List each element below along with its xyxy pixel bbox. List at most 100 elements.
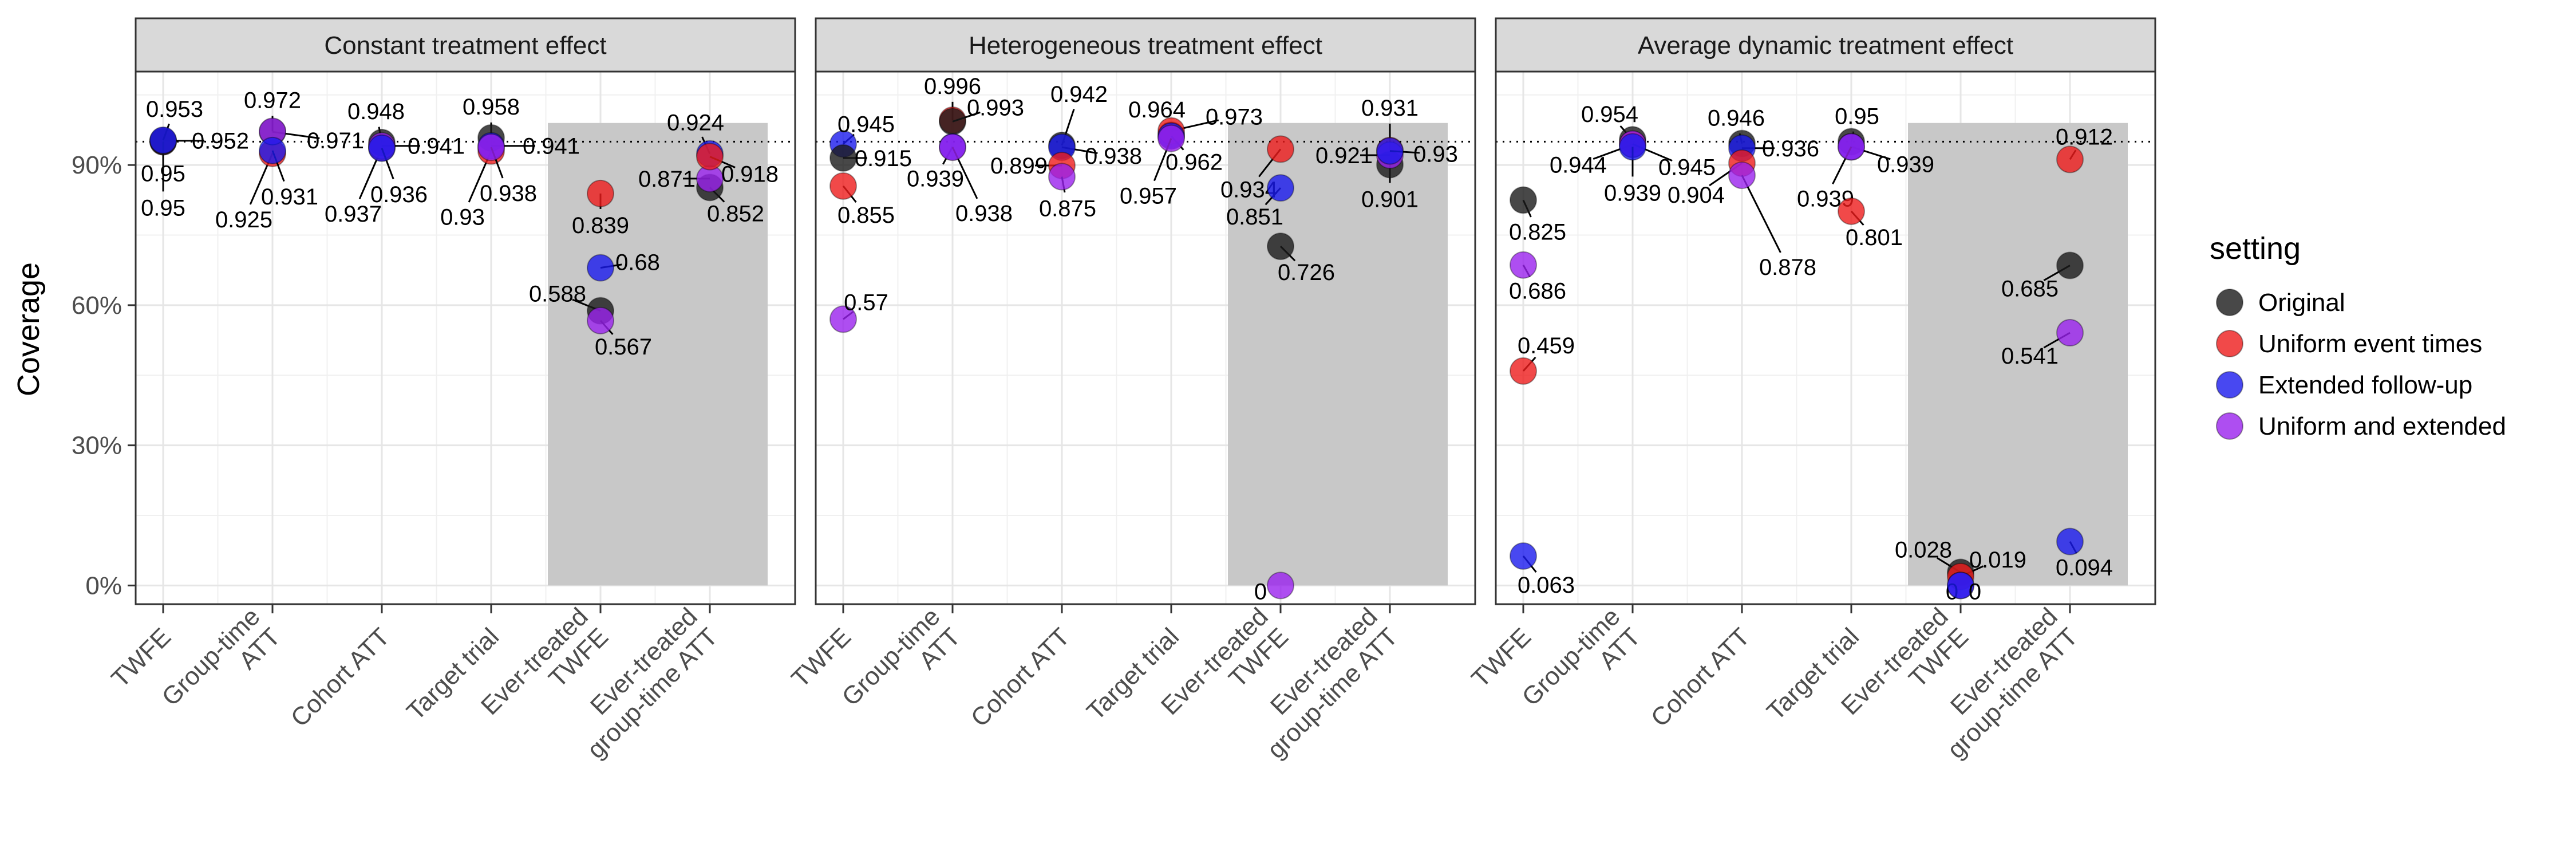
data-label: 0.936 [370,182,428,207]
data-point [1728,161,1756,190]
data-point [829,305,857,333]
data-label: 0.686 [1509,279,1566,304]
panel-3: Average dynamic treatment effect 0.825 0.6… [1466,17,2156,764]
data-label: 0.993 [967,95,1024,120]
y-tick-label: 0% [85,572,122,600]
legend-label: Extended follow-up [2258,371,2472,399]
data-label: 0.921 [1315,143,1373,168]
data-label: 0.971 [307,128,364,153]
x-tick-label-line: Cohort ATT [1646,622,1755,732]
data-label: 0.954 [1581,102,1638,127]
data-label: 0.945 [837,112,895,137]
legend-key [2216,371,2243,399]
data-label: 0.925 [215,207,272,233]
data-point [1838,133,1865,161]
data-point [1267,174,1294,202]
panel-border [135,70,796,605]
x-tick-label: Group-timeATT [1516,602,1646,732]
data-point [696,143,724,171]
data-label: 0.958 [463,94,520,120]
data-label: 0.941 [408,134,465,159]
data-label: 0.912 [2056,124,2113,149]
legend-label: Original [2258,289,2345,317]
data-label: 0.93 [1413,142,1458,167]
data-point [368,134,396,162]
data-point [939,108,966,136]
data-point [2056,527,2084,555]
x-tick-label: Group-timeATT [836,602,966,732]
y-tick-label: 90% [72,151,122,179]
data-label: 0.972 [244,88,301,113]
data-label: 0.962 [1165,150,1223,175]
data-label: 0.57 [844,290,888,315]
data-point [1619,133,1646,161]
data-label: 0.878 [1759,255,1816,280]
data-label: 0.957 [1120,184,1177,209]
data-label: 0.945 [1658,155,1716,180]
data-label: 0.931 [1361,96,1419,121]
data-label: 0.936 [1762,136,1819,161]
data-point [1510,251,1537,279]
data-point [829,172,857,200]
data-label: 0.973 [1206,105,1263,130]
data-point [1510,542,1537,570]
data-label: 0.063 [1518,573,1575,598]
data-label: 0.68 [615,250,660,275]
data-label: 0.931 [261,184,318,210]
data-label: 0 [1969,579,1981,604]
data-label: 0.685 [2001,277,2059,302]
data-label: 0.899 [990,153,1048,179]
data-label: 0.801 [1846,225,1903,250]
data-label: 0.901 [1361,187,1419,212]
legend-key [2216,330,2243,357]
panel-border [815,70,1476,605]
panel-1: Constant treatment effect 0.95 0.952 0.95 0.… [72,17,796,764]
shaded-region [1228,123,1448,586]
data-label: 0.459 [1518,333,1575,358]
x-tick-label-line: Cohort ATT [966,622,1075,732]
facet-strip [1495,17,2156,73]
data-point [1267,572,1294,600]
data-label: 0.541 [2001,344,2059,369]
data-label: 0.93 [440,205,485,230]
data-label: 0.871 [638,167,696,192]
data-label: 0.95 [141,195,185,220]
x-tick-label: Cohort ATT [1646,622,1755,732]
data-label: 0.95 [1835,104,1879,129]
data-point [1376,137,1404,165]
data-point [2056,319,2084,347]
data-point [1510,357,1537,385]
data-point [2056,145,2084,174]
data-label: 0.875 [1039,196,1096,222]
data-label: 0.996 [924,74,981,99]
data-label: 0.946 [1708,106,1765,131]
data-label: 0.948 [347,99,405,124]
data-label: 0.944 [1550,152,1607,178]
data-label: 0.904 [1668,183,1725,208]
data-point [1267,233,1294,261]
data-label: 0.588 [529,282,586,307]
legend: setting Original Uniform event times Exten… [2210,231,2506,440]
shaded-region [548,123,768,586]
data-point [477,133,505,161]
x-tick-label: Ever-treatedTWFE [476,602,614,740]
data-point [1947,572,1974,600]
data-point [2056,251,2084,279]
y-tick-label: 30% [72,432,122,460]
x-tick-label: Cohort ATT [286,622,395,732]
panel-border [1495,70,2156,605]
data-label: 0.953 [146,97,203,122]
x-tick-label: Cohort ATT [966,622,1075,732]
data-point [1157,124,1185,152]
data-point [1838,197,1865,225]
data-label: 0.941 [523,134,580,159]
data-point [587,306,614,334]
data-label: 0.726 [1278,260,1335,285]
data-point [939,133,966,161]
data-point [1048,163,1076,191]
data-point [587,179,614,207]
data-label: 0.938 [480,181,537,206]
data-label: 0.942 [1050,82,1108,107]
label-leader-line [1741,175,1781,253]
